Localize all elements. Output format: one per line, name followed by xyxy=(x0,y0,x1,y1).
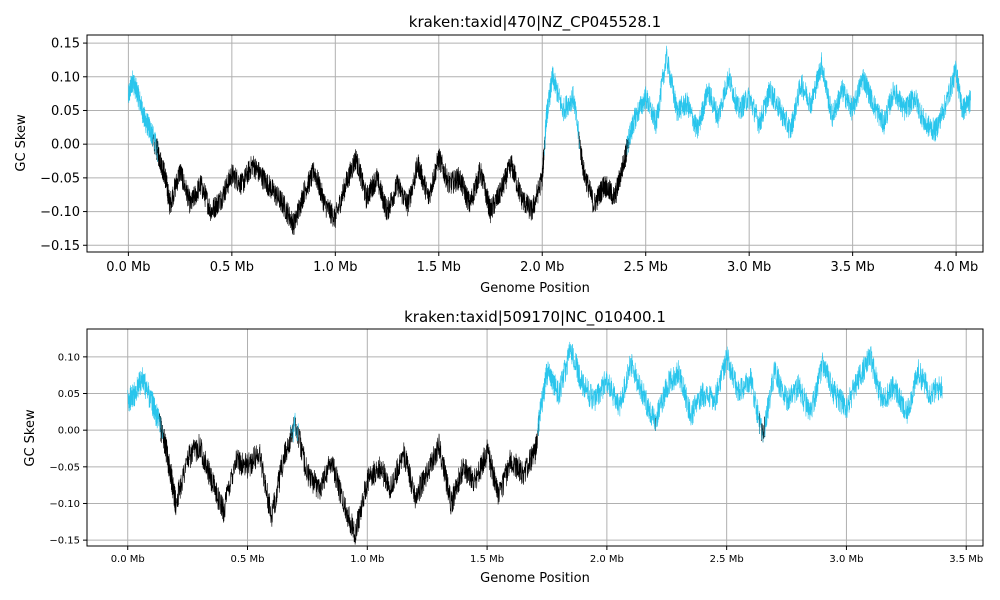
y-tick-label: −0.05 xyxy=(49,462,80,473)
y-tick-label: 0.10 xyxy=(51,70,80,85)
gc-skew-plot-2: kraken:taxid|509170|NC_010400.1 0.0 Mb 0.… xyxy=(23,308,984,586)
x-tick-label: 3.5 Mb xyxy=(949,554,983,565)
x-tick-label: 0.0 Mb xyxy=(111,554,145,565)
y-tick-label: 0.00 xyxy=(51,138,80,153)
grid-1 xyxy=(87,35,983,252)
axes-frame-2 xyxy=(86,328,984,547)
x-tick-label: 2.0 Mb xyxy=(520,260,564,275)
plot-area-2 xyxy=(127,341,943,545)
x-axis-label-2: Genome Position xyxy=(480,571,590,586)
y-tick-label: 0.05 xyxy=(58,389,80,400)
gc-skew-negative-segment xyxy=(157,141,545,235)
x-tick-label: 3.0 Mb xyxy=(727,260,771,275)
gc-skew-positive-segment xyxy=(628,125,631,148)
x-axis-label-1: Genome Position xyxy=(480,281,590,296)
gc-skew-negative-segment xyxy=(764,416,766,438)
x-tick-label: 1.5 Mb xyxy=(417,260,461,275)
y-tick-label: −0.15 xyxy=(49,536,80,547)
x-tick-label: 2.0 Mb xyxy=(590,554,624,565)
y-axis-label-1: GC Skew xyxy=(14,114,29,172)
y-tick-label: 0.05 xyxy=(51,104,80,119)
y-tick-label: 0.10 xyxy=(58,352,80,363)
y-tick-label: −0.15 xyxy=(40,239,80,254)
gc-skew-positive-segment xyxy=(759,414,762,434)
chart-title-2: kraken:taxid|509170|NC_010400.1 xyxy=(404,308,666,327)
x-tick-label: 3.5 Mb xyxy=(830,260,874,275)
y-tick-label: −0.10 xyxy=(40,205,80,220)
plot-area-1 xyxy=(128,45,971,235)
x-tick-labels-2: 0.0 Mb 0.5 Mb 1.0 Mb 1.5 Mb 2.0 Mb 2.5 Mb 3.0 … xyxy=(111,554,984,565)
gc-skew-positive-segment xyxy=(297,423,299,441)
x-tick-label: 0.0 Mb xyxy=(106,260,150,275)
x-tick-label: 4.0 Mb xyxy=(934,260,978,275)
y-tick-label: −0.10 xyxy=(49,499,80,510)
x-tick-label: 2.5 Mb xyxy=(624,260,668,275)
y-tick-label: 0.15 xyxy=(51,37,80,52)
gc-skew-positive-segment xyxy=(154,131,157,153)
y-tick-label: −0.05 xyxy=(40,171,80,186)
gc-skew-positive-segment xyxy=(128,70,153,144)
gc-skew-positive-segment xyxy=(127,367,161,429)
gc-skew-positive-segment xyxy=(764,346,943,437)
x-tick-label: 3.0 Mb xyxy=(829,554,863,565)
x-tick-label: 1.0 Mb xyxy=(313,260,357,275)
gc-skew-positive-segment xyxy=(629,45,971,145)
x-tick-label: 0.5 Mb xyxy=(230,554,264,565)
gc-skew-positive-segment xyxy=(544,66,580,149)
y-tick-label: 0.00 xyxy=(58,426,80,437)
gc-skew-positive-segment xyxy=(152,124,155,147)
axis-ticks-1 xyxy=(83,42,957,256)
y-tick-labels-2: −0.15 −0.10 −0.05 0.00 0.05 0.10 xyxy=(49,352,80,546)
gc-skew-negative-segment xyxy=(162,429,165,449)
y-axis-label-2: GC Skew xyxy=(23,409,38,467)
x-tick-label: 2.5 Mb xyxy=(710,554,744,565)
x-tick-label: 1.5 Mb xyxy=(470,554,504,565)
x-tick-labels-1: 0.0 Mb 0.5 Mb 1.0 Mb 1.5 Mb 2.0 Mb 2.5 Mb 3.0 … xyxy=(106,260,978,275)
x-tick-label: 0.5 Mb xyxy=(210,260,254,275)
gc-skew-positive-segment xyxy=(655,346,760,432)
gc-skew-negative-segment xyxy=(299,429,538,545)
axis-ticks-2 xyxy=(83,356,967,550)
gc-skew-positive-segment xyxy=(538,341,656,432)
gc-skew-negative-segment xyxy=(291,428,293,443)
gc-skew-negative-segment xyxy=(163,429,291,527)
y-tick-labels-1: −0.15 −0.10 −0.05 0.00 0.05 0.10 0.15 xyxy=(40,37,80,254)
gc-skew-negative-segment xyxy=(579,139,627,213)
gc-skew-negative-segment xyxy=(298,427,300,448)
x-tick-label: 1.0 Mb xyxy=(350,554,384,565)
axes-frame-1 xyxy=(86,34,984,253)
gc-skew-plot-1: kraken:taxid|470|NZ_CP045528.1 0.0 Mb 0.5… xyxy=(14,13,984,296)
chart-title-1: kraken:taxid|470|NZ_CP045528.1 xyxy=(409,13,661,32)
